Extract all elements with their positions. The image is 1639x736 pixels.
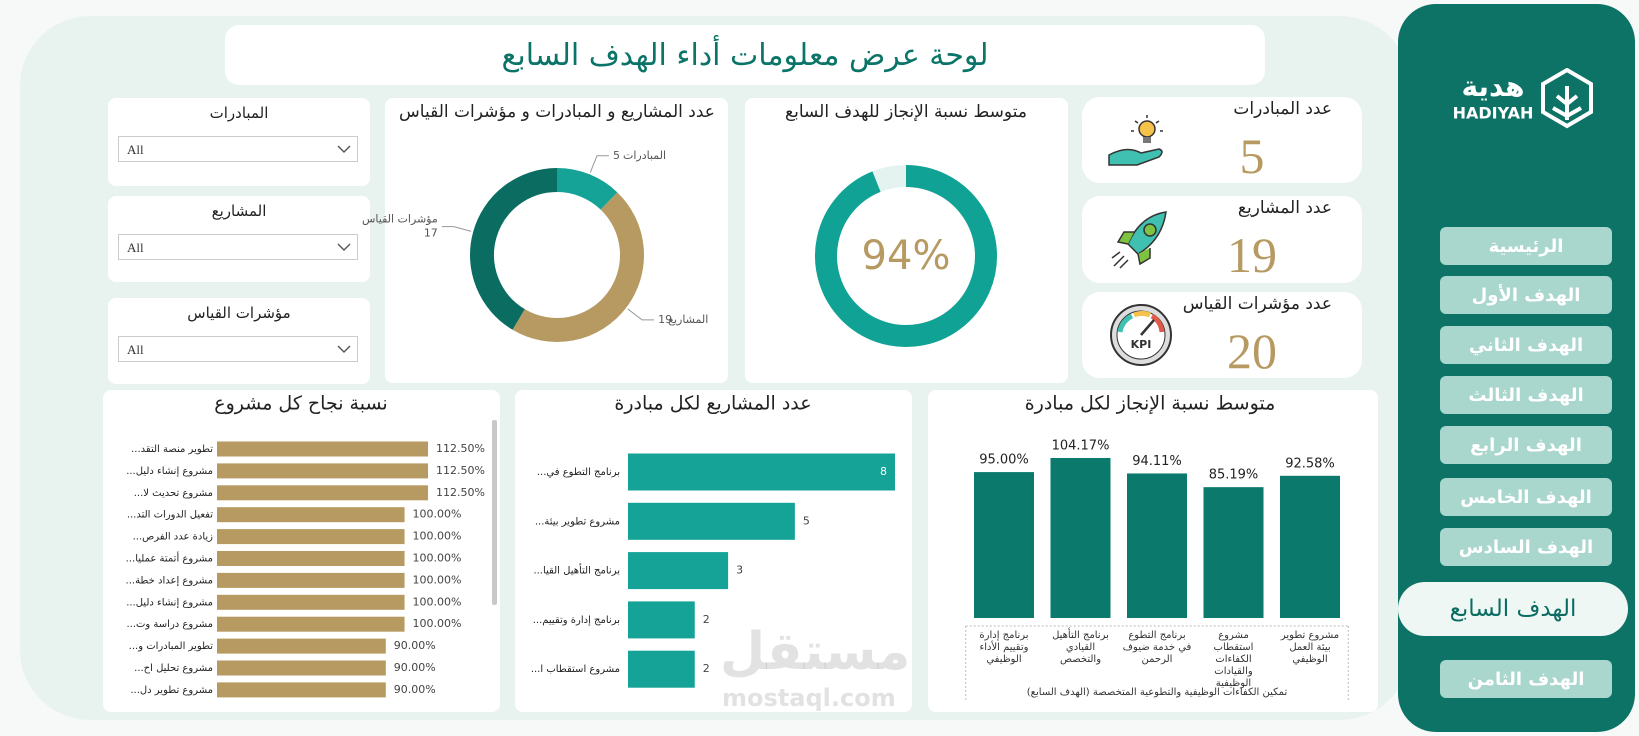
kpi-gauge-icon: KPI [1110,304,1172,366]
logo: هدية HADIYAH [1453,68,1593,129]
filter-dropdown[interactable]: All [118,136,358,162]
chart-panel [515,390,912,712]
kpi-value: 19 [1227,227,1277,283]
kpi-label: عدد مؤشرات القياس [1182,294,1332,314]
idea-icon [1108,115,1163,166]
filter-label: مؤشرات القياس [187,304,291,322]
filter-value: All [127,142,144,157]
filter-card: المشاريع All [108,196,370,282]
filter-card: مؤشرات القياس All [108,298,370,384]
kpi-label: عدد المبادرات [1233,99,1332,119]
filter-value: All [127,240,144,255]
x-tick-label: مشروع استقطاب الكفاءات والقيادات الوظيفي… [1213,630,1254,689]
watermark: مستقل [720,622,911,682]
x-tick-label: برنامج إدارة وتقييم الأداء الوظيفي [979,630,1029,665]
chevron [337,345,351,353]
nav-button[interactable]: الهدف الخامس [1440,478,1612,516]
kpi-card: عدد المبادرات 5 [1082,97,1362,184]
nav-button[interactable]: الهدف الثامن [1440,660,1612,698]
rocket-icon [1111,211,1167,269]
x-tick-label: برنامج التطوع في خدمة ضيوف الرحمن [1122,630,1192,665]
nav-button[interactable]: الهدف الثالث [1440,376,1612,414]
x-axis-title: تمكين الكفاءات الوظيفية والتطوعية المتخص… [1026,687,1288,698]
nav-button[interactable]: الرئيسية [1440,227,1612,265]
nav-button[interactable]: الهدف الثاني [1440,326,1612,364]
filter-value: All [127,342,144,357]
filter-dropdown[interactable]: All [118,234,358,260]
chevron [337,145,351,153]
chart-panel [103,390,500,712]
kpi-icon-text: KPI [1131,338,1152,351]
watermark: mostaql.com [722,684,896,712]
filter-label: المشاريع [211,202,267,220]
logo-arabic: هدية [1461,70,1524,103]
logo-latin: HADIYAH [1453,104,1534,123]
kpi-value: 20 [1227,323,1277,379]
chevron [337,243,351,251]
x-tick-label: برنامج التأهيل القيادي والتخصص [1052,630,1109,665]
filter-label: المبادرات [209,104,269,122]
chart-panel [745,98,1068,383]
nav-button[interactable]: الهدف الأول [1440,276,1612,314]
nav-button[interactable]: الهدف السادس [1440,528,1612,566]
kpi-label: عدد المشاريع [1237,198,1332,218]
kpi-card: عدد المشاريع 19 [1082,196,1362,283]
nav-button[interactable]: الهدف السابع [1398,582,1628,636]
filter-card: المبادرات All [108,98,370,186]
nav-button[interactable]: الهدف الرابع [1440,426,1612,464]
page-title: لوحة عرض معلومات أداء الهدف السابع [225,25,1265,85]
filter-dropdown[interactable]: All [118,336,358,362]
x-tick-label: مشروع تطوير بيئة العمل الوظيفي [1280,630,1340,665]
kpi-value: 5 [1239,128,1265,184]
chart-panel [385,98,728,383]
kpi-card: عدد مؤشرات القياس 20 KPI [1082,292,1362,379]
